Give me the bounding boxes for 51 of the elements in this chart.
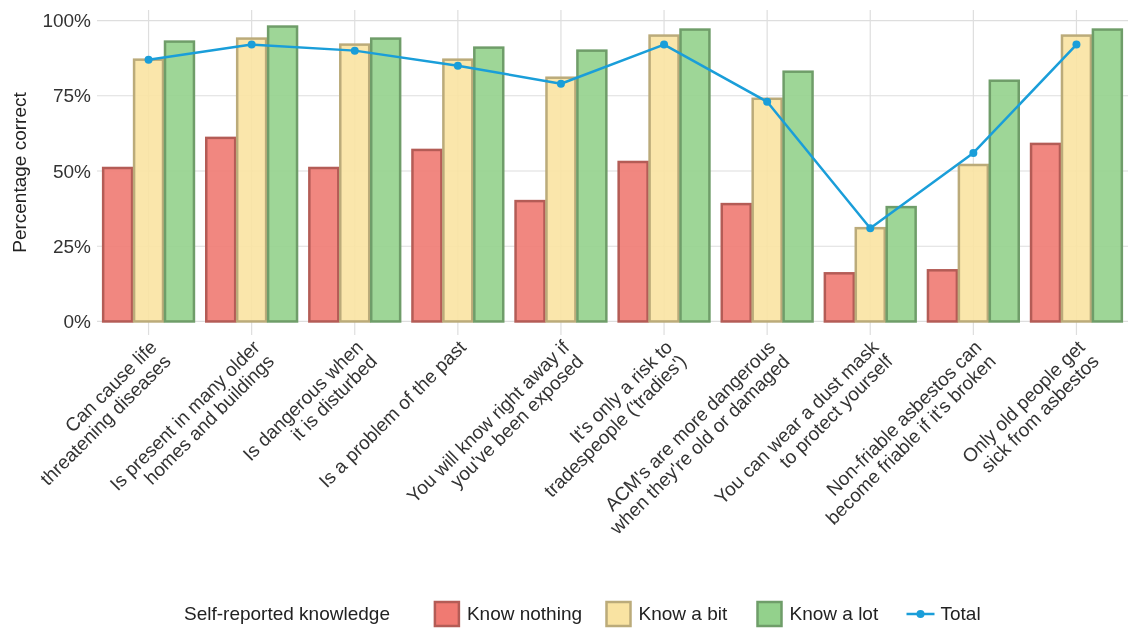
bar (266, 25, 299, 323)
bar (823, 272, 856, 323)
legend-label: Know nothing (466, 603, 583, 624)
bar (854, 226, 886, 323)
bar (885, 205, 917, 323)
point (660, 40, 669, 49)
legend-label: Know a bit (638, 603, 728, 624)
y-axis-title: Percentage correct (9, 91, 30, 253)
legend-title: Self-reported knowledge (184, 603, 390, 624)
bar (369, 37, 402, 323)
bar (411, 148, 443, 323)
bar (101, 166, 134, 323)
y-tick-label: 75% (52, 85, 92, 107)
legend-label: Total (940, 603, 981, 624)
y-tick-label: 50% (52, 160, 92, 182)
bar (339, 43, 371, 323)
bar (720, 202, 752, 323)
bar (163, 40, 196, 323)
bar (235, 37, 268, 323)
legend-label: Know a lot (789, 603, 879, 624)
bar (988, 79, 1020, 323)
bar (1029, 142, 1062, 323)
bar (751, 97, 783, 323)
point (866, 224, 875, 233)
bar (308, 166, 340, 323)
point (350, 46, 359, 55)
point (247, 40, 256, 49)
bar (617, 160, 649, 323)
bar (545, 76, 577, 323)
bar (442, 58, 474, 323)
bar (679, 28, 711, 323)
point (1072, 40, 1081, 49)
bar (1091, 28, 1124, 323)
y-tick-label: 100% (42, 10, 92, 32)
bar (514, 199, 546, 323)
bar (576, 49, 608, 323)
bar (648, 34, 680, 323)
bar (132, 58, 165, 323)
point (556, 79, 565, 88)
y-tick-label: 25% (52, 235, 92, 257)
y-tick-label: 0% (63, 311, 92, 333)
bar (926, 269, 959, 323)
point (144, 55, 153, 64)
point (453, 61, 462, 70)
bar (205, 136, 237, 323)
bar (1060, 34, 1093, 323)
bar (957, 163, 990, 323)
bar (782, 70, 814, 323)
point (763, 97, 772, 106)
bar (473, 46, 505, 323)
point (969, 148, 978, 157)
